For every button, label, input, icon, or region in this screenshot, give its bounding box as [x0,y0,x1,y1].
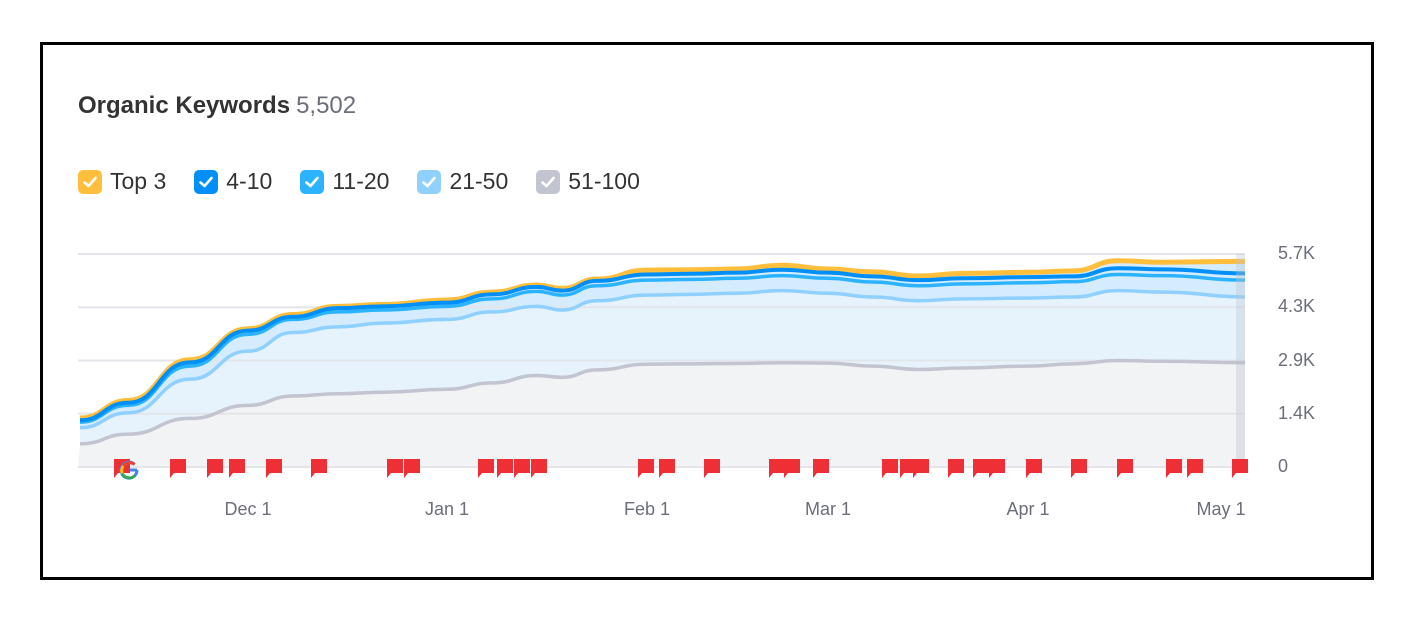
checkbox-checked-icon[interactable] [78,169,102,194]
x-tick-label: Mar 1 [804,499,852,519]
x-tick-label: Jan 1 [424,499,470,519]
line-4-10 [79,266,1246,423]
y-tick-label: 4.3K [1278,296,1316,317]
y-tick-label: 0 [1278,456,1289,476]
title-label: Organic Keywords [78,92,291,119]
legend-item-51-100[interactable]: 51-100 [536,168,640,195]
note-flag-icon[interactable] [900,459,916,478]
widget-title: Organic Keywords 5,502 [78,92,356,120]
legend-label: 51-100 [568,168,640,194]
legend-item-top-3[interactable]: Top 3 [78,168,166,195]
note-flag-icon[interactable] [1232,459,1248,478]
x-tick-label: Apr 1 [1006,499,1050,519]
legend: Top 3 4-10 11-20 21-50 51-100 [78,168,640,195]
note-flag-icon[interactable] [638,459,654,478]
y-tick-label: 5.7K [1278,243,1316,263]
legend-item-4-10[interactable]: 4-10 [194,168,272,195]
x-tick-label: May 1 [1196,499,1246,519]
line-11-20 [79,272,1246,424]
note-flag-icon[interactable] [387,459,403,478]
note-flag-icon[interactable] [769,459,785,478]
note-flag-icon[interactable] [784,459,800,478]
keyword-count: 5,502 [296,92,357,119]
y-tick-label: 2.9K [1278,349,1316,370]
note-flag-icon[interactable] [266,459,282,478]
checkbox-checked-icon[interactable] [417,169,442,194]
legend-label: 4-10 [226,168,273,194]
note-flag-icon[interactable] [1026,459,1042,478]
note-flag-icon[interactable] [311,459,327,478]
note-flag-icon[interactable] [497,459,513,478]
note-flag-icon[interactable] [1071,459,1087,478]
note-flag-icon[interactable] [973,459,989,478]
note-flag-icon[interactable] [404,459,420,478]
note-flag-icon[interactable] [813,459,829,478]
note-flag-icon[interactable] [229,459,245,478]
note-flag-icon[interactable] [207,459,223,478]
google-update-icon[interactable] [119,460,139,480]
line-21-50 [79,288,1246,430]
note-flag-icon[interactable] [531,459,547,478]
note-flag-icon[interactable] [1117,459,1133,478]
legend-label: Top 3 [110,168,167,194]
x-tick-label: Feb 1 [623,499,671,519]
checkbox-checked-icon[interactable] [300,169,325,194]
checkbox-checked-icon[interactable] [536,169,561,194]
note-flag-icon[interactable] [882,459,898,478]
line-51-100 [79,358,1246,446]
note-flag-icon[interactable] [170,459,186,478]
checkbox-checked-icon[interactable] [194,169,219,194]
legend-item-21-50[interactable]: 21-50 [417,168,508,195]
note-flag-icon[interactable] [514,459,530,478]
x-tick-label: Dec 1 [224,499,272,519]
legend-label: 11-20 [332,168,390,194]
partial-period-highlight [1236,254,1245,467]
legend-label: 21-50 [449,168,509,194]
note-flag-icon[interactable] [1166,459,1182,478]
note-flag-icon[interactable] [659,459,675,478]
note-flag-icon[interactable] [704,459,720,478]
note-flag-icon[interactable] [913,459,929,478]
y-tick-label: 1.4K [1278,402,1316,423]
note-flag-icon[interactable] [1187,459,1203,478]
legend-item-11-20[interactable]: 11-20 [300,168,389,195]
note-flag-icon[interactable] [948,459,964,478]
note-flag-icon[interactable] [989,459,1005,478]
note-flag-icon[interactable] [478,459,494,478]
